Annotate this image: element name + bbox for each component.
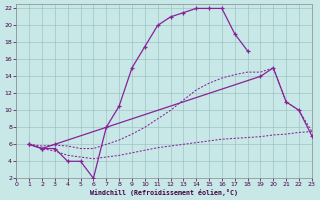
X-axis label: Windchill (Refroidissement éolien,°C): Windchill (Refroidissement éolien,°C) — [90, 189, 238, 196]
